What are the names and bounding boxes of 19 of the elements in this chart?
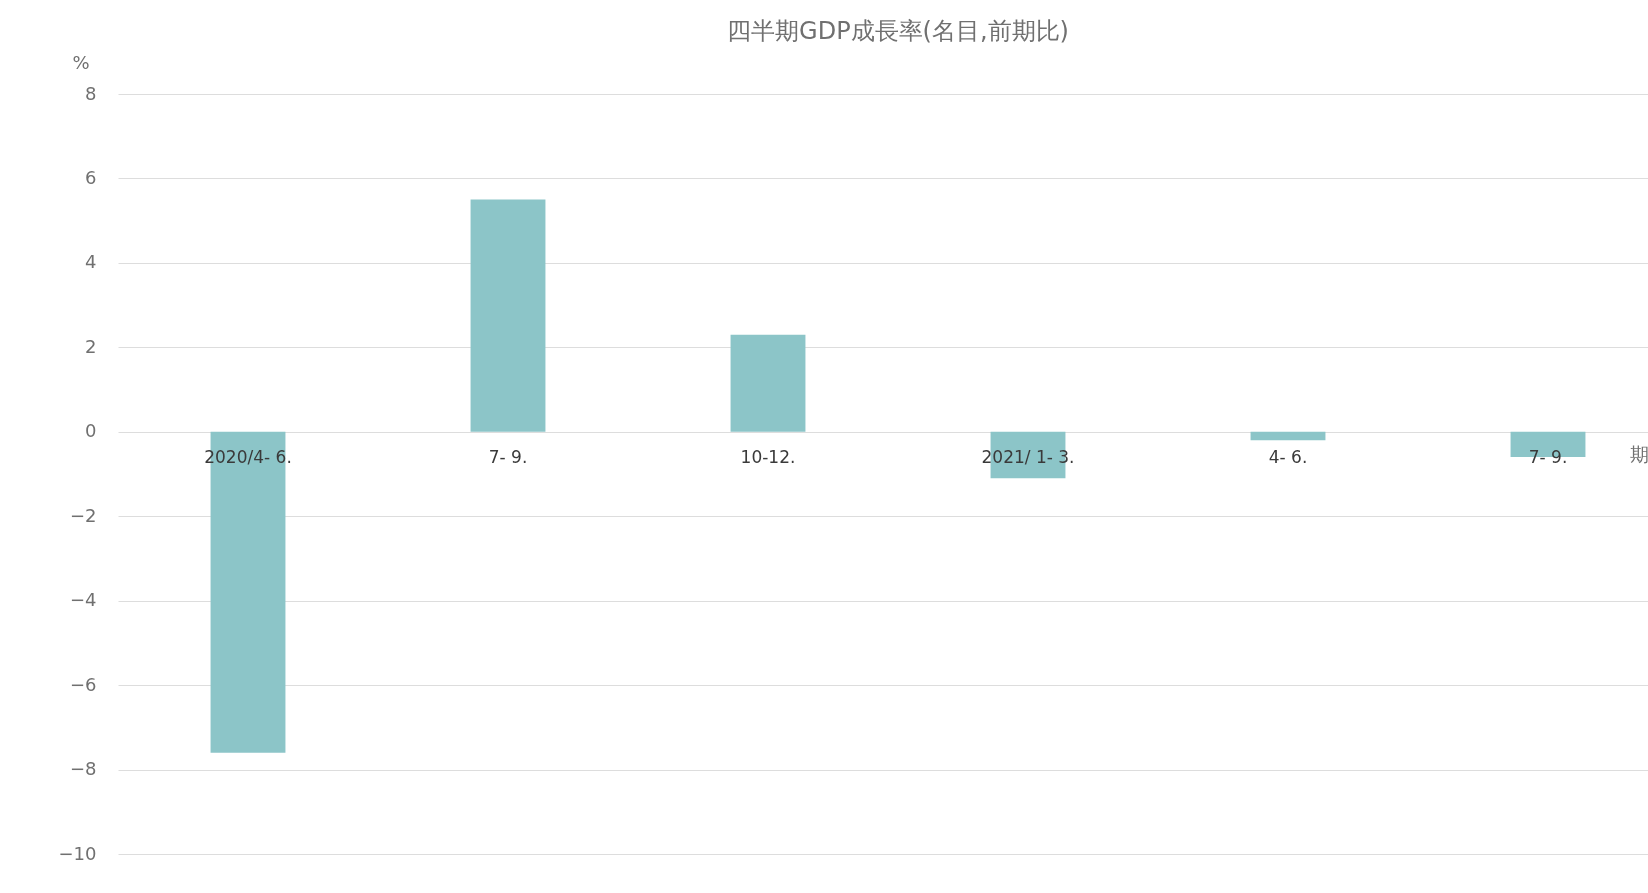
bar — [730, 334, 806, 432]
y-tick-label: −10 — [58, 842, 97, 864]
bar — [1250, 431, 1326, 441]
x-axis-title: 期 — [1629, 443, 1648, 466]
bar — [470, 199, 546, 432]
y-tick-label: 2 — [85, 335, 97, 357]
x-tick-label: 4- 6. — [1268, 447, 1308, 468]
x-tick-label: 7- 9. — [488, 447, 528, 468]
y-axis-title: % — [72, 51, 90, 73]
y-tick-label: 0 — [85, 420, 97, 442]
y-tick-label: 6 — [85, 166, 97, 188]
x-tick-label: 10-12. — [740, 447, 796, 468]
y-tick-label: 8 — [85, 82, 97, 104]
y-tick-label: −8 — [69, 758, 97, 780]
chart-title: 四半期GDP成長率(名目,前期比) — [727, 17, 1069, 45]
y-tick-label: −2 — [69, 504, 97, 526]
y-tick-label: −6 — [69, 673, 97, 695]
y-tick-label: −4 — [69, 589, 97, 611]
y-tick-label: 4 — [85, 251, 97, 273]
